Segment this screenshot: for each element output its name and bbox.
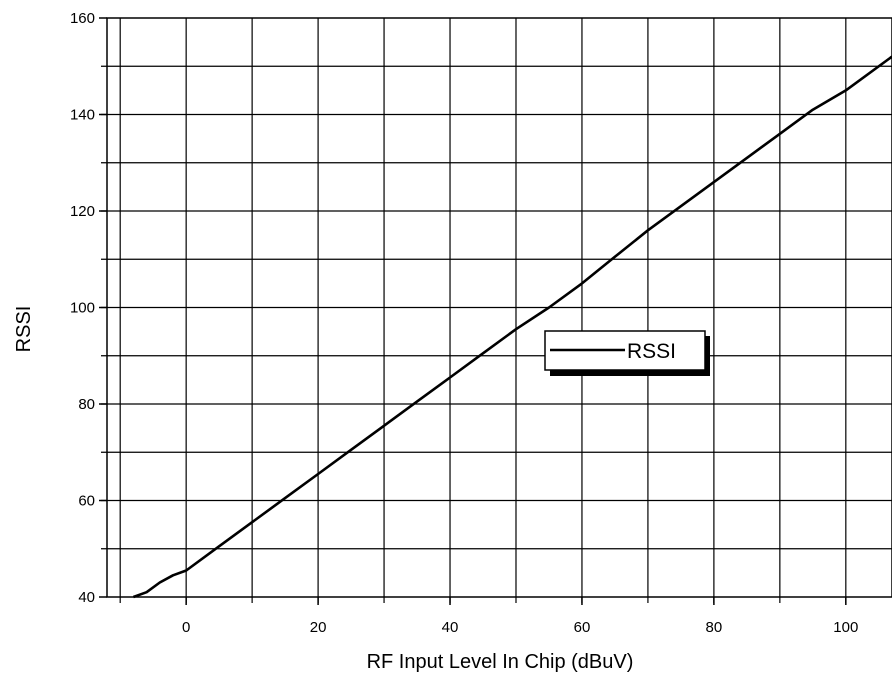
tick-labels: 0 20 40 60 80 100 40 60 80 100 120 140 160: [70, 10, 858, 636]
series-layer: [132, 55, 892, 599]
x-tick-label: 0: [182, 619, 190, 636]
legend-label: RSSI: [627, 340, 676, 363]
x-axis-title: RF Input Level In Chip (dBuV): [367, 651, 634, 673]
legend: RSSI: [544, 330, 710, 376]
x-tick-label: 80: [706, 619, 723, 636]
y-tick-label: 160: [70, 10, 95, 27]
x-tick-label: 100: [833, 619, 858, 636]
y-tick-label: 80: [78, 396, 95, 413]
minor-ticks: [99, 17, 847, 605]
y-axis-title: RSSI: [13, 306, 35, 353]
series-line-rssi: [132, 55, 892, 599]
y-tick-label: 100: [70, 300, 95, 317]
x-tick-label: 60: [574, 619, 591, 636]
y-tick-label: 120: [70, 203, 95, 220]
x-tick-label: 20: [310, 619, 327, 636]
x-tick-label: 40: [442, 619, 459, 636]
y-tick-label: 40: [78, 589, 95, 606]
y-tick-label: 140: [70, 107, 95, 124]
grid: [101, 17, 892, 603]
y-tick-label: 60: [78, 493, 95, 510]
